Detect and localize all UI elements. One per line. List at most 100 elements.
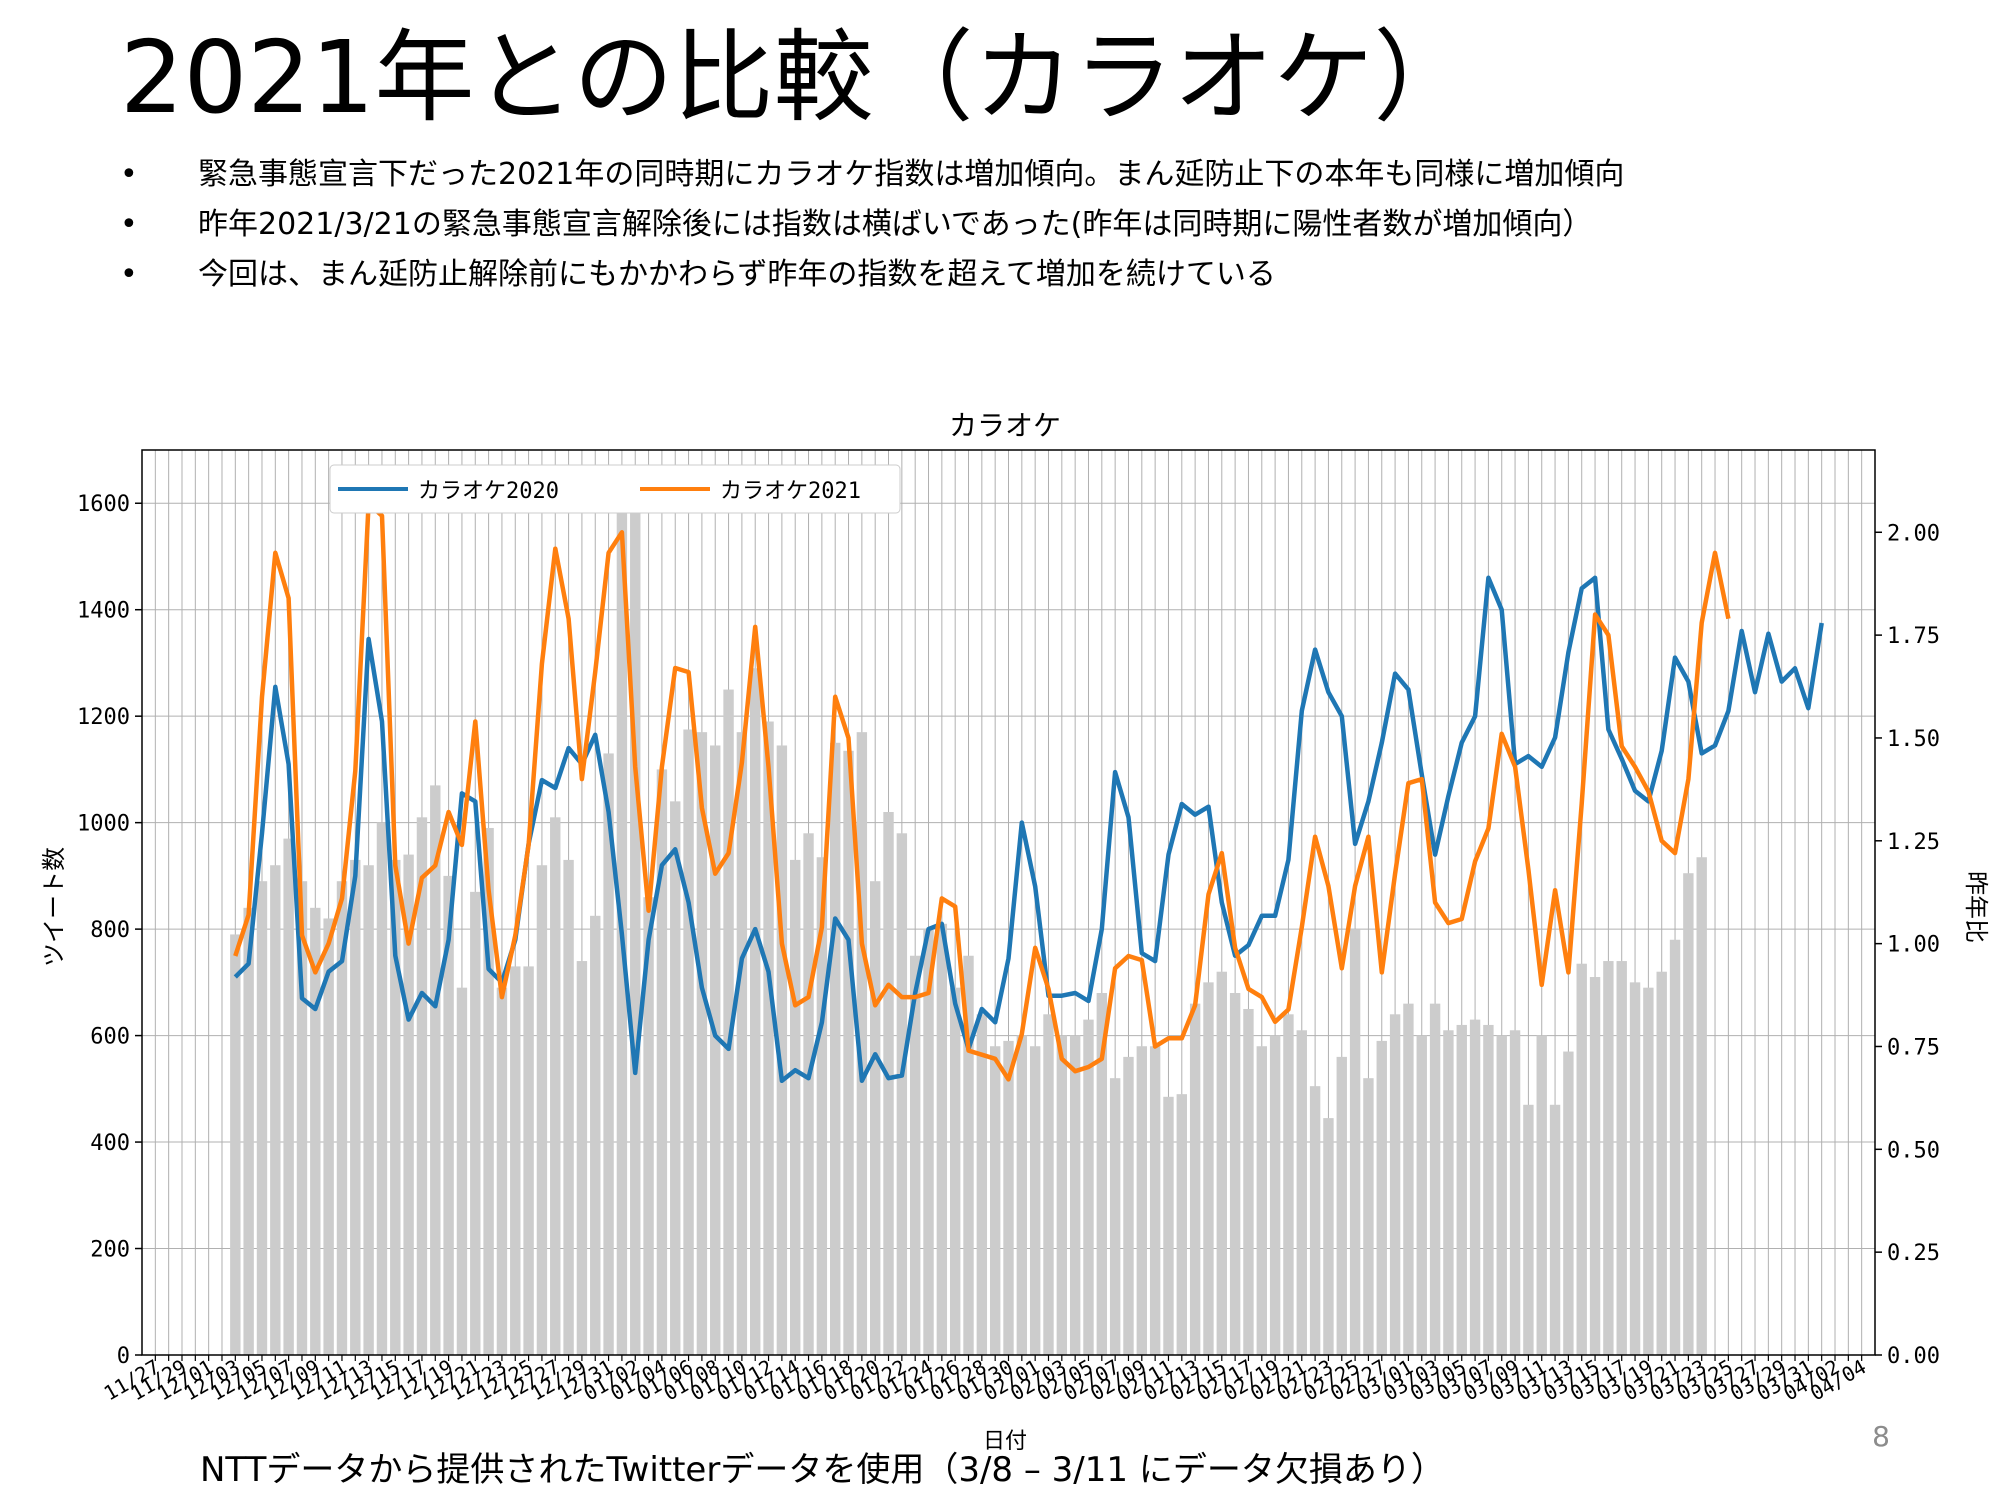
y2-tick-label: 0.00 [1887, 1344, 1940, 1369]
tweet-bar [603, 753, 614, 1355]
y2-tick-label: 2.00 [1887, 521, 1940, 546]
tweet-bar [1496, 1035, 1507, 1355]
tweet-bar [1216, 971, 1227, 1355]
tweet-bar [230, 934, 241, 1355]
tweet-bar [1296, 1030, 1307, 1355]
series-line-karaoke2021 [233, 501, 1731, 1082]
tweet-bar [390, 859, 401, 1355]
tweet-bar [750, 668, 761, 1355]
tweet-bar [949, 987, 961, 1355]
tweet-bar [830, 742, 841, 1355]
tweet-bar [710, 745, 721, 1355]
y2-tick-label: 1.75 [1887, 624, 1940, 649]
tweet-bar [1443, 1030, 1454, 1355]
y2-tick-label: 0.25 [1887, 1241, 1940, 1266]
tweet-bar [1363, 1078, 1374, 1355]
tweet-bar [643, 897, 654, 1355]
y-tick-label: 400 [90, 1131, 130, 1156]
x-tick-label: 04/04 [1806, 1355, 1870, 1406]
tweet-bar [1203, 982, 1214, 1355]
tweet-bar [630, 508, 641, 1355]
y2-tick-label: 1.50 [1887, 727, 1940, 752]
y-tick-label: 200 [90, 1238, 130, 1263]
series-lines [233, 501, 1824, 1084]
tweet-bar [576, 961, 588, 1355]
tweet-bar [763, 721, 774, 1355]
tweet-bar [1483, 1024, 1494, 1355]
tweet-bar [723, 689, 734, 1355]
y-tick-label: 0 [117, 1344, 130, 1369]
tweet-bar [443, 875, 454, 1355]
tweet-bar [470, 891, 481, 1355]
page-number: 8 [1872, 1420, 1890, 1453]
tweet-bar [976, 1014, 988, 1355]
tweet-bar [483, 827, 494, 1355]
y2-tick-label: 1.25 [1887, 830, 1940, 855]
slide-title: 2021年との比較（カラオケ） [120, 19, 1474, 136]
bullet-list: 緊急事態宣言下だった2021年の同時期にカラオケ指数は増加傾向。まん延防止下の本… [120, 150, 1624, 300]
legend-label-2021: カラオケ2021 [720, 479, 861, 504]
tweet-bar [1523, 1104, 1534, 1355]
tweet-bar [510, 966, 521, 1355]
tweet-bar [1176, 1094, 1187, 1355]
tweet-bar [1536, 1035, 1547, 1355]
y-tick-label: 1400 [77, 599, 130, 624]
tweet-bar [310, 907, 321, 1355]
y2-tick-label: 0.50 [1887, 1138, 1940, 1163]
tweet-bar [1163, 1096, 1174, 1355]
tweet-bar [869, 881, 881, 1355]
tweet-bar [1043, 1014, 1054, 1355]
tweet-bar [989, 1046, 1001, 1355]
tweet-bar [536, 865, 548, 1355]
tweet-bar [683, 729, 694, 1355]
tweet-bar [736, 732, 748, 1355]
tweet-bar [1283, 1014, 1294, 1355]
tweet-bar [1416, 1035, 1427, 1355]
bullet-item: 緊急事態宣言下だった2021年の同時期にカラオケ指数は増加傾向。まん延防止下の本… [120, 150, 1624, 200]
tweet-bar [1096, 993, 1108, 1355]
tweet-bar [856, 732, 868, 1355]
tweet-bar [1336, 1056, 1347, 1355]
tweet-bar [1056, 1035, 1068, 1355]
tweet-bar [909, 955, 921, 1355]
tweet-bar [1549, 1104, 1561, 1355]
tweet-bar [1456, 1024, 1467, 1355]
tweet-bar [1309, 1086, 1321, 1355]
tweet-bar [1576, 963, 1587, 1355]
footnote: NTTデータから提供されたTwitterデータを使用（3/8 – 3/11 にデ… [200, 1450, 1445, 1490]
tweet-bar [283, 838, 294, 1355]
tweet-bar [1349, 929, 1361, 1355]
tweet-bar [296, 881, 308, 1355]
tweet-bar [363, 865, 374, 1355]
tweet-bar [923, 929, 934, 1355]
tweet-bar [1563, 1051, 1574, 1355]
tweet-bar [496, 987, 508, 1355]
tweet-bar [803, 833, 814, 1355]
tweet-bar [1509, 1030, 1521, 1355]
legend-label-2020: カラオケ2020 [418, 479, 559, 504]
tweet-bar [1149, 1046, 1161, 1355]
tweet-bar [1669, 939, 1681, 1355]
tweet-bar [1029, 1046, 1041, 1355]
tweet-bar [1403, 1003, 1414, 1355]
tweet-bar [1229, 993, 1241, 1355]
tweet-bar [1269, 1035, 1281, 1355]
y-axis-label: ツイート数 [40, 847, 68, 967]
tweet-bar [456, 987, 468, 1355]
y2-tick-label: 1.00 [1887, 933, 1940, 958]
tweet-bar [963, 955, 974, 1355]
tweet-bar [416, 817, 428, 1355]
tweet-bar [776, 745, 788, 1355]
tweet-bar [790, 859, 801, 1355]
tweet-bar [1603, 961, 1614, 1355]
tweet-bar [403, 854, 414, 1355]
tweet-bar [843, 750, 854, 1355]
tweet-bar [1016, 1035, 1028, 1355]
tweet-bar [1429, 1003, 1441, 1355]
y2-tick-label: 0.75 [1887, 1035, 1940, 1060]
tweet-bar [590, 915, 601, 1355]
tweet-bar [1696, 857, 1707, 1355]
tweet-bar [1643, 987, 1654, 1355]
tweet-bar [1243, 1008, 1254, 1355]
tweet-bar [336, 881, 348, 1355]
